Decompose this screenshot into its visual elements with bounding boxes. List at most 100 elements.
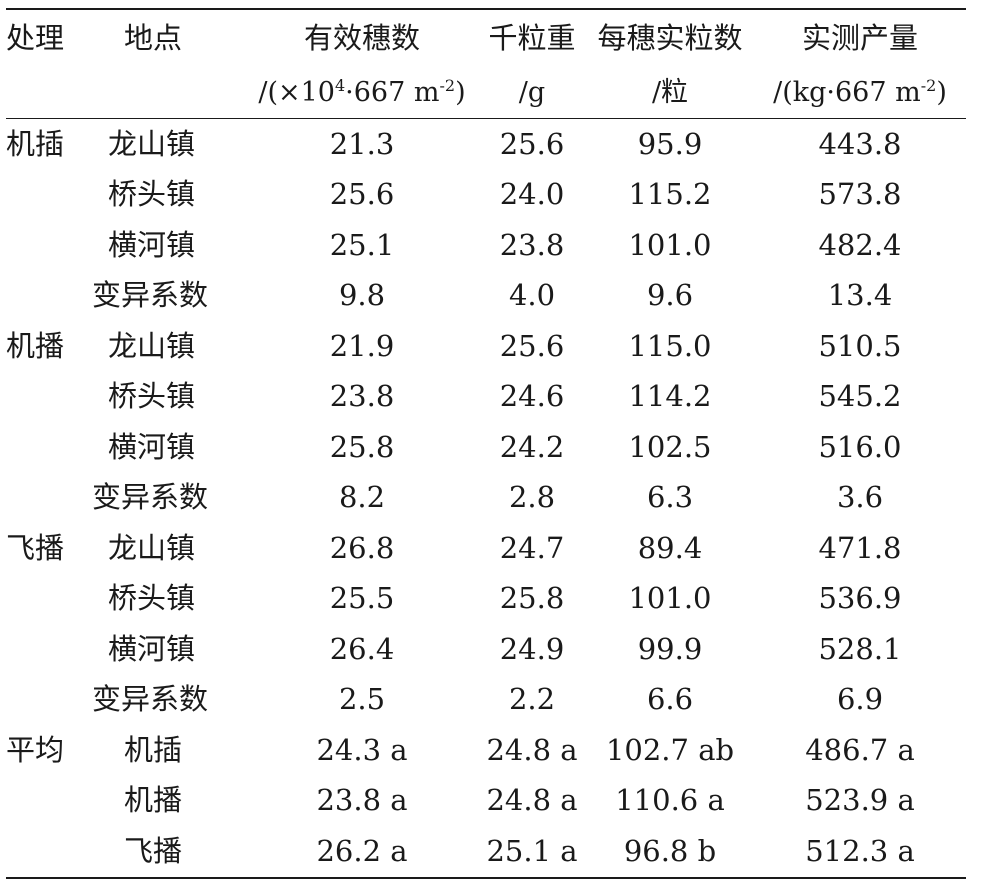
- cell-effective-spikes: 24.3 a: [316, 732, 408, 767]
- cell-measured-yield: 523.9 a: [805, 783, 915, 818]
- table-row: 平均 机插 24.3 a 24.8 a 102.7 ab 486.7 a: [6, 725, 966, 776]
- cell-grains-per-spike: 115.0: [628, 328, 712, 363]
- cell-grains-per-spike: 95.9: [637, 126, 703, 161]
- cell-treatment: [6, 473, 86, 524]
- table-row: 机播 23.8 a 24.8 a 110.6 a 523.9 a: [6, 776, 966, 827]
- cell-treatment: [6, 675, 86, 726]
- cell-treatment: [6, 422, 86, 473]
- cell-grains-per-spike: 6.3: [646, 480, 694, 515]
- cell-measured-yield: 510.5: [818, 328, 902, 363]
- cell-measured-yield: 512.3 a: [754, 826, 966, 879]
- cell-treatment: [6, 271, 86, 322]
- cell-site: 桥头镇: [108, 379, 196, 414]
- cell-treatment: [6, 220, 86, 271]
- cell-treatment: 机播: [6, 328, 65, 363]
- cell-measured-yield: 536.9: [818, 581, 902, 616]
- cell-site: 龙山镇: [108, 530, 196, 565]
- unit-grains-per-spike: /粒: [586, 66, 754, 119]
- header-effective-spikes: 有效穗数: [246, 8, 478, 66]
- cell-site: 机插: [124, 732, 183, 767]
- cell-effective-spikes: 9.8: [338, 278, 386, 313]
- cell-grain-weight: 25.8: [499, 581, 565, 616]
- cell-grain-weight: 24.8 a: [486, 732, 578, 767]
- table-body: 机插 龙山镇 21.3 25.6 95.9 443.8 桥头镇 25.6 24.0 115.2 57…: [6, 119, 966, 879]
- table-row: 飞播 龙山镇 26.8 24.7 89.4 471.8: [6, 523, 966, 574]
- cell-measured-yield: 573.8: [818, 177, 902, 212]
- header-treatment: 处理: [6, 8, 86, 66]
- cell-grain-weight: 24.8 a: [486, 783, 578, 818]
- table-row: 变异系数 9.8 4.0 9.6 13.4: [6, 271, 966, 322]
- cell-grain-weight: 2.2: [508, 682, 556, 717]
- cell-treatment: 飞播: [6, 530, 65, 565]
- header-row-names: 处理 地点 有效穗数 千粒重 每穗实粒数 实测产量: [6, 8, 966, 66]
- cell-grains-per-spike: 6.6: [646, 682, 694, 717]
- cell-measured-yield: 3.6: [836, 480, 884, 515]
- cell-grain-weight: 25.6: [499, 328, 565, 363]
- cell-grains-per-spike: 96.8 b: [586, 826, 754, 879]
- unit-empty-site: [86, 66, 246, 119]
- table-row: 桥头镇 23.8 24.6 114.2 545.2: [6, 372, 966, 423]
- cell-site: 飞播: [86, 826, 246, 879]
- cell-grains-per-spike: 89.4: [637, 530, 703, 565]
- header-measured-yield: 实测产量: [754, 8, 966, 66]
- cell-treatment: [6, 170, 86, 221]
- cell-treatment: [6, 776, 86, 827]
- cell-grain-weight: 25.1 a: [478, 826, 586, 879]
- cell-effective-spikes: 21.9: [329, 328, 395, 363]
- cell-effective-spikes: 25.8: [329, 429, 395, 464]
- cell-grain-weight: 24.6: [499, 379, 565, 414]
- cell-grain-weight: 24.0: [499, 177, 565, 212]
- cell-effective-spikes: 26.4: [329, 631, 395, 666]
- cell-measured-yield: 545.2: [818, 379, 902, 414]
- cell-site: 桥头镇: [108, 177, 196, 212]
- cell-site: 龙山镇: [108, 328, 196, 363]
- cell-grains-per-spike: 101.0: [628, 581, 712, 616]
- cell-effective-spikes: 25.6: [329, 177, 395, 212]
- cell-measured-yield: 482.4: [818, 227, 902, 262]
- table-row: 横河镇 26.4 24.9 99.9 528.1: [6, 624, 966, 675]
- cell-treatment: [6, 372, 86, 423]
- cell-treatment: 机插: [6, 126, 65, 161]
- cell-site: 机播: [124, 783, 183, 818]
- cell-site: 变异系数: [92, 480, 209, 515]
- table-row: 变异系数 8.2 2.8 6.3 3.6: [6, 473, 966, 524]
- cell-grain-weight: 2.8: [508, 480, 556, 515]
- cell-site: 变异系数: [92, 278, 209, 313]
- cell-treatment: [6, 826, 86, 879]
- cell-grain-weight: 24.9: [499, 631, 565, 666]
- header-grain-weight: 千粒重: [478, 8, 586, 66]
- cell-grain-weight: 24.7: [499, 530, 565, 565]
- cell-effective-spikes: 21.3: [329, 126, 395, 161]
- unit-measured-yield: /(kg·667 m-2): [754, 66, 966, 119]
- cell-grain-weight: 24.2: [499, 429, 565, 464]
- cell-measured-yield: 486.7 a: [805, 732, 915, 767]
- cell-site: 横河镇: [108, 227, 196, 262]
- cell-site: 横河镇: [108, 429, 196, 464]
- cell-measured-yield: 443.8: [818, 126, 902, 161]
- cell-effective-spikes: 23.8 a: [316, 783, 408, 818]
- cell-grain-weight: 25.6: [499, 126, 565, 161]
- cell-site: 横河镇: [108, 631, 196, 666]
- table-row: 变异系数 2.5 2.2 6.6 6.9: [6, 675, 966, 726]
- cell-measured-yield: 6.9: [836, 682, 884, 717]
- cell-effective-spikes: 2.5: [338, 682, 386, 717]
- cell-grains-per-spike: 114.2: [628, 379, 712, 414]
- cell-measured-yield: 13.4: [827, 278, 893, 313]
- table-row: 桥头镇 25.5 25.8 101.0 536.9: [6, 574, 966, 625]
- cell-grain-weight: 23.8: [499, 227, 565, 262]
- cell-grain-weight: 4.0: [508, 278, 556, 313]
- unit-grain-weight: /g: [478, 66, 586, 119]
- cell-site: 龙山镇: [108, 126, 196, 161]
- table-row: 机播 龙山镇 21.9 25.6 115.0 510.5: [6, 321, 966, 372]
- cell-measured-yield: 471.8: [818, 530, 902, 565]
- cell-grains-per-spike: 115.2: [628, 177, 712, 212]
- table-row: 机插 龙山镇 21.3 25.6 95.9 443.8: [6, 119, 966, 170]
- cell-grains-per-spike: 101.0: [628, 227, 712, 262]
- cell-effective-spikes: 8.2: [338, 480, 386, 515]
- cell-effective-spikes: 26.8: [329, 530, 395, 565]
- cell-treatment: 平均: [6, 732, 65, 767]
- cell-measured-yield: 528.1: [818, 631, 902, 666]
- cell-grains-per-spike: 9.6: [646, 278, 694, 313]
- cell-site: 变异系数: [92, 682, 209, 717]
